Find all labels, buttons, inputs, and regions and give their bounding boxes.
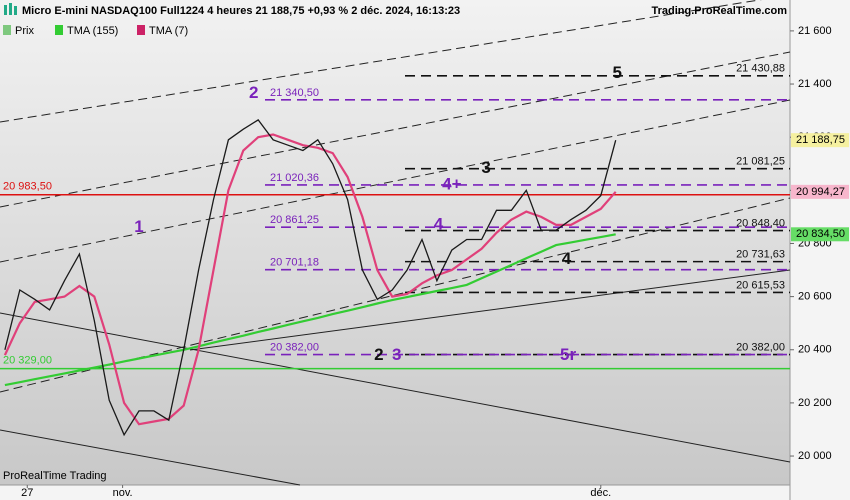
y-tick-label: 20 200	[798, 397, 832, 409]
x-tick-label: 27	[21, 487, 33, 499]
price-badge	[791, 184, 849, 199]
wave-label: 5	[612, 63, 621, 82]
level-label: 21 340,50	[270, 87, 319, 99]
y-tick-label: 20 600	[798, 291, 832, 303]
level-label: 21 020,36	[270, 172, 319, 184]
price-badge-label: 20 994,27	[796, 186, 845, 198]
y-tick-label: 20 000	[798, 450, 832, 462]
legend-swatch	[55, 25, 63, 35]
x-tick-label: nov.	[113, 487, 133, 499]
x-axis-background	[0, 485, 790, 500]
level-label: 20 731,63	[736, 249, 785, 261]
wave-label: 3	[481, 158, 490, 177]
chart-title: Micro E-mini NASDAQ100 Full1224 4 heures…	[22, 5, 460, 17]
source: Trading.ProRealTime.com	[651, 5, 787, 17]
x-tick-label: déc.	[590, 487, 611, 499]
wave-label: 4	[562, 249, 572, 268]
y-tick-label: 21 400	[798, 78, 832, 90]
price-badge-label: 20 834,50	[796, 228, 845, 240]
price-badge-label: 21 188,75	[796, 134, 845, 146]
level-label: 21 430,88	[736, 63, 785, 75]
level-label: 20 701,18	[270, 257, 319, 269]
logo	[4, 3, 17, 15]
legend-label: TMA (7)	[149, 25, 188, 37]
legend-swatch	[137, 25, 145, 35]
level-label: 20 382,00	[270, 341, 319, 353]
y-tick-label: 20 400	[798, 344, 832, 356]
y-axis-background	[790, 0, 850, 500]
level-label: 21 081,25	[736, 156, 785, 168]
wave-label: 1	[134, 217, 143, 236]
plot-background	[0, 0, 790, 485]
footer: ProRealTime Trading	[3, 470, 107, 482]
price-badge	[791, 227, 849, 242]
series-line	[3, 133, 617, 426]
wave-label: 4+	[442, 174, 461, 193]
series-line	[4, 119, 617, 437]
wave-label: 2	[374, 345, 383, 364]
legend-swatch	[3, 25, 11, 35]
level-label: 20 615,53	[736, 279, 785, 291]
series-line	[4, 233, 616, 387]
level-label: 20 983,50	[3, 181, 52, 193]
level-label: 20 861,25	[270, 214, 319, 226]
wave-label: 4	[434, 214, 444, 233]
wave-label: 2	[249, 83, 258, 102]
legend-label: TMA (155)	[67, 25, 118, 37]
y-tick-label: 21 600	[798, 25, 832, 37]
level-label: 20 329,00	[3, 355, 52, 367]
level-label: 20 382,00	[736, 341, 785, 353]
wave-label: 5r	[560, 345, 576, 364]
legend-label: Prix	[15, 25, 34, 37]
wave-label: 3	[392, 345, 401, 364]
price-badge	[791, 133, 849, 148]
channel-lines-solid	[189, 269, 791, 351]
